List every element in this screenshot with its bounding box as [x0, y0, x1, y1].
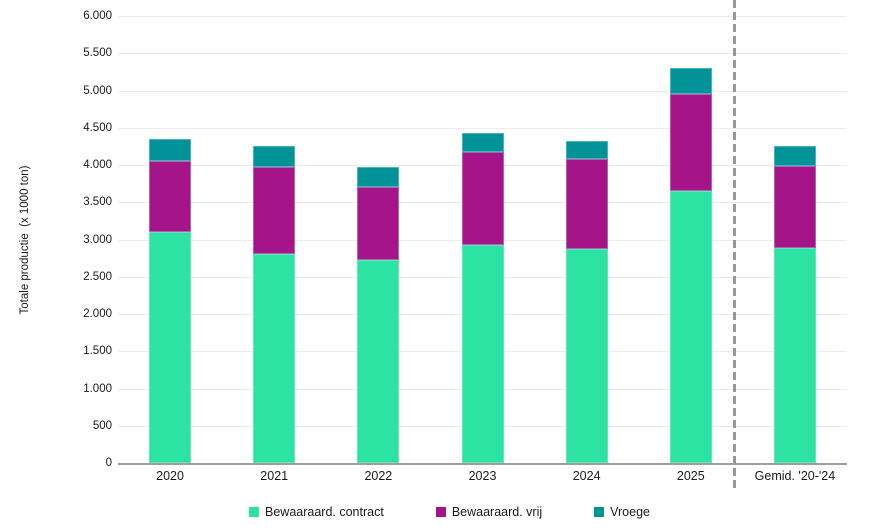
bar-segment — [669, 68, 712, 95]
bar-segment — [773, 248, 816, 463]
x-axis-category-labels: 2020 2021 2022 2023 2024 2025 Gemid. '20-'24 — [118, 469, 847, 487]
gridline — [118, 127, 847, 129]
bar-segment — [357, 187, 400, 261]
legend-swatch-icon — [435, 507, 446, 517]
bar-segment — [149, 232, 192, 463]
bar-segment — [253, 146, 296, 168]
bar-segment — [565, 159, 608, 250]
x-tick-label: 2024 — [572, 469, 601, 483]
legend-swatch-icon — [594, 507, 605, 517]
legend-swatch-icon — [249, 507, 259, 517]
legend-label: Vroege — [610, 505, 650, 519]
legend: Bewaaraard. contract Bewaaraard. vrij Vroe… — [0, 505, 869, 519]
y-tick-label: 0 — [105, 457, 112, 469]
y-tick-label: 3.000 — [83, 233, 112, 246]
y-tick-label: 6.000 — [83, 10, 112, 22]
average-separator-dashed-line — [733, 0, 736, 490]
bar-2023 — [461, 16, 504, 463]
y-tick-label: 5.000 — [83, 84, 112, 97]
y-axis-tick-labels: 0 500 1.000 1.500 2.000 2.500 3.000 3.500 4.000 4… — [0, 10, 112, 469]
bar-segment — [773, 165, 816, 249]
gridline — [118, 90, 847, 92]
x-tick-label: 2025 — [676, 469, 705, 483]
bar-segment — [253, 167, 296, 255]
y-tick-label: 5.500 — [83, 47, 112, 60]
bar-segment — [461, 132, 504, 152]
bar-gemid-20-24 — [773, 16, 816, 463]
legend-item: Bewaaraard. contract — [249, 505, 384, 519]
y-tick-label: 3.500 — [83, 196, 112, 209]
bar-2024 — [565, 16, 608, 463]
bar-segment — [357, 260, 400, 463]
bar-segment — [565, 249, 608, 463]
bar-segment — [149, 138, 192, 162]
y-tick-label: 4.000 — [83, 159, 112, 171]
legend-label: Bewaaraard. vrij — [451, 505, 543, 519]
y-tick-label: 2.500 — [83, 270, 112, 283]
gridline — [118, 16, 847, 17]
x-tick-label: 2023 — [468, 469, 497, 483]
bar-segment — [461, 244, 504, 463]
bar-segment — [565, 141, 608, 160]
legend-label: Bewaaraard. contract — [265, 505, 384, 519]
bar-2022 — [357, 16, 400, 463]
bar-segment — [461, 151, 504, 245]
x-tick-label: Gemid. '20-'24 — [754, 469, 836, 483]
bar-segment — [669, 94, 712, 192]
y-tick-label: 1.500 — [83, 345, 112, 358]
y-tick-label: 2.000 — [83, 308, 112, 320]
gridline — [118, 53, 847, 55]
x-tick-label: 2020 — [156, 469, 184, 483]
y-tick-label: 1.000 — [83, 382, 112, 395]
bar-segment — [253, 254, 296, 463]
legend-item: Vroege — [594, 505, 650, 519]
plot-area — [118, 16, 847, 465]
bar-segment — [669, 191, 712, 463]
y-tick-label: 4.500 — [83, 121, 112, 134]
bar-segment — [357, 167, 400, 188]
legend-item: Bewaaraard. vrij — [435, 505, 543, 519]
x-tick-label: 2021 — [260, 469, 289, 483]
bar-2025 — [669, 16, 712, 463]
bar-2020 — [149, 16, 192, 463]
bar-2021 — [253, 16, 296, 463]
bar-segment — [149, 161, 192, 233]
x-tick-label: 2022 — [364, 469, 393, 483]
y-tick-label: 500 — [92, 419, 112, 432]
bar-segment — [773, 145, 816, 166]
